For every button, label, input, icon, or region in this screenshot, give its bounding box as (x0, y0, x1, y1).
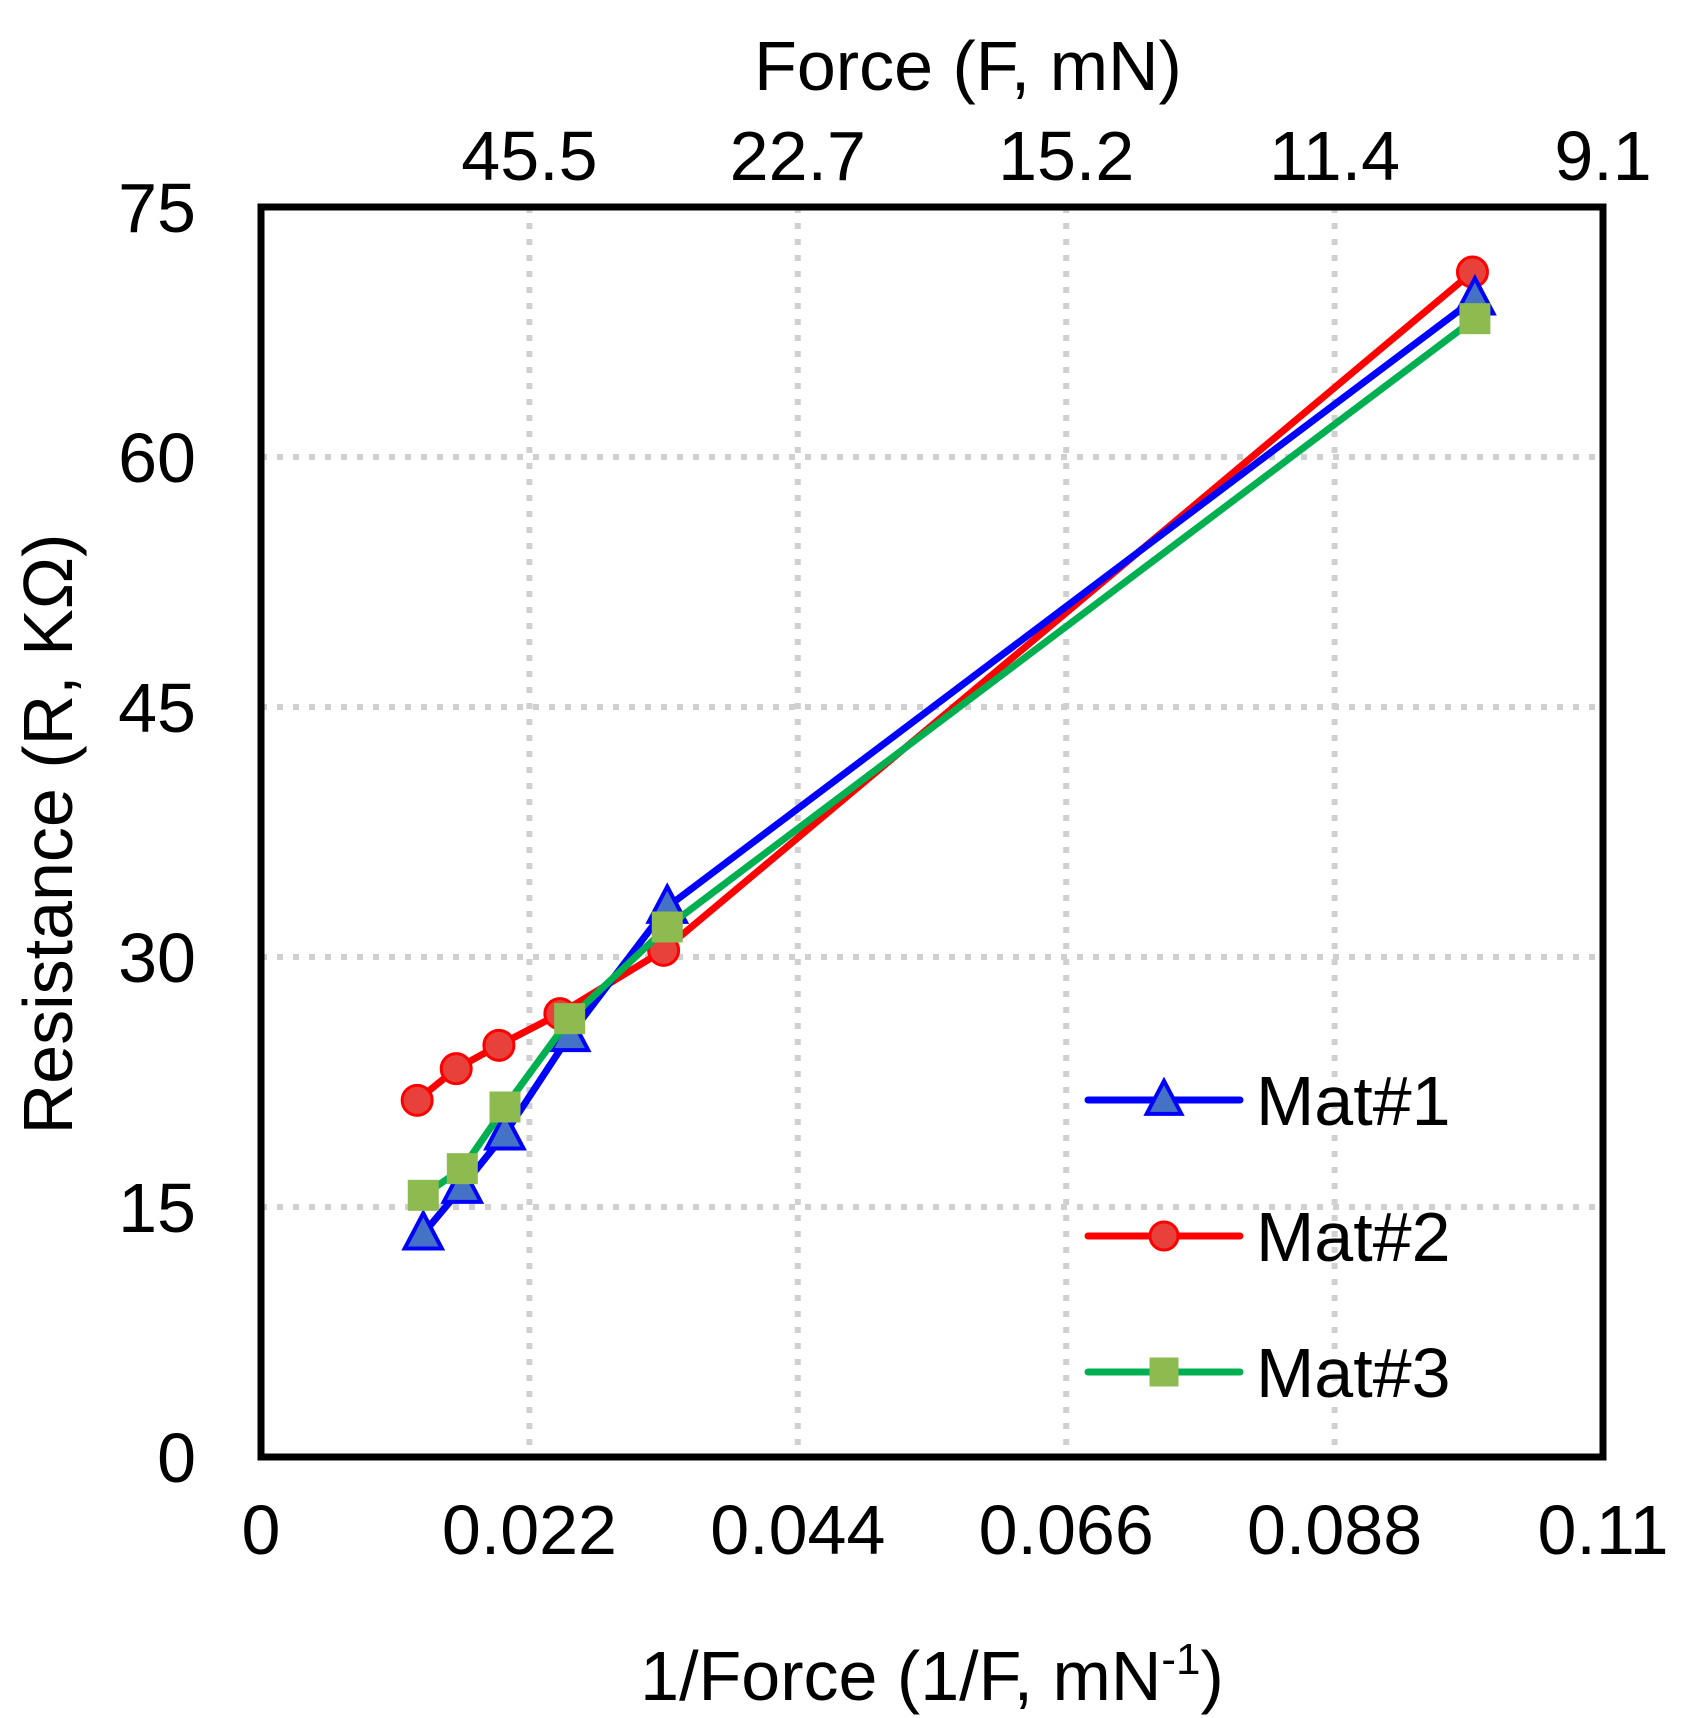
y-tick-label: 30 (118, 919, 196, 997)
x-tick-label: 0.066 (979, 1491, 1154, 1569)
data-point-mat1 (483, 1108, 527, 1151)
x-tick-label: 0.044 (710, 1491, 885, 1569)
data-point-mat2 (439, 1052, 473, 1086)
legend-item-mat1: Mat#1 (1084, 1062, 1451, 1140)
x-axis-title: 1/Force (1/F, mN-1) (640, 1635, 1224, 1715)
y-tick-label: 15 (118, 1169, 196, 1247)
legend-label-mat1: Mat#1 (1256, 1062, 1451, 1140)
x-tick-label: 0.022 (442, 1491, 617, 1569)
data-point-mat3 (407, 1179, 439, 1211)
legend-item-mat3: Mat#3 (1084, 1334, 1451, 1412)
legend-marker-mat3 (1149, 1357, 1179, 1387)
top-tick-label: 45.5 (461, 117, 597, 195)
data-point-mat3 (446, 1153, 478, 1185)
x-axis-title-superscript: -1 (1161, 1635, 1200, 1684)
top-tick-label: 15.2 (998, 117, 1134, 195)
data-point-mat1 (440, 1162, 485, 1204)
x-tick-label: 0.088 (1247, 1491, 1422, 1569)
data-point-mat2 (482, 1028, 516, 1062)
legend-marker-mat1 (1143, 1076, 1185, 1116)
top-axis-ticks: 45.5 22.7 15.2 11.4 9.1 (461, 117, 1651, 195)
series-layer (400, 255, 1497, 1251)
series-mat3 (407, 303, 1491, 1211)
y-tick-label: 60 (118, 419, 196, 497)
data-point-mat1 (401, 1208, 446, 1251)
legend-item-mat2: Mat#2 (1084, 1198, 1451, 1276)
y-axis-title: Resistance (R, KΩ) (9, 534, 87, 1135)
series-mat2 (400, 255, 1489, 1117)
top-axis-title: Force (F, mN) (754, 27, 1182, 105)
y-axis-ticks: 0 15 30 45 60 75 (118, 169, 196, 1497)
top-tick-label: 9.1 (1554, 117, 1651, 195)
y-tick-label: 75 (118, 169, 196, 247)
x-axis-title-main: 1/Force (1/F, mN (640, 1637, 1161, 1715)
legend-label-mat3: Mat#3 (1256, 1334, 1451, 1412)
data-point-mat3 (554, 1003, 586, 1035)
top-tick-label: 22.7 (730, 117, 866, 195)
data-point-mat3 (1459, 303, 1491, 335)
plot-area-frame (257, 203, 1607, 1461)
legend: Mat#1 Mat#2 Mat#3 (1084, 1062, 1451, 1412)
x-axis-ticks: 0 0.022 0.044 0.066 0.088 0.11 (242, 1491, 1669, 1569)
data-point-mat2 (400, 1083, 434, 1117)
x-tick-label: 0 (242, 1491, 281, 1569)
x-axis-title-suffix: ) (1201, 1637, 1224, 1715)
legend-label-mat2: Mat#2 (1256, 1198, 1451, 1276)
top-tick-label: 11.4 (1269, 117, 1400, 195)
legend-marker-mat2 (1148, 1220, 1180, 1252)
data-point-mat3 (651, 911, 683, 943)
y-tick-label: 0 (157, 1419, 196, 1497)
y-tick-label: 45 (118, 669, 196, 747)
data-point-mat3 (489, 1091, 521, 1123)
x-tick-label: 0.11 (1537, 1491, 1668, 1569)
